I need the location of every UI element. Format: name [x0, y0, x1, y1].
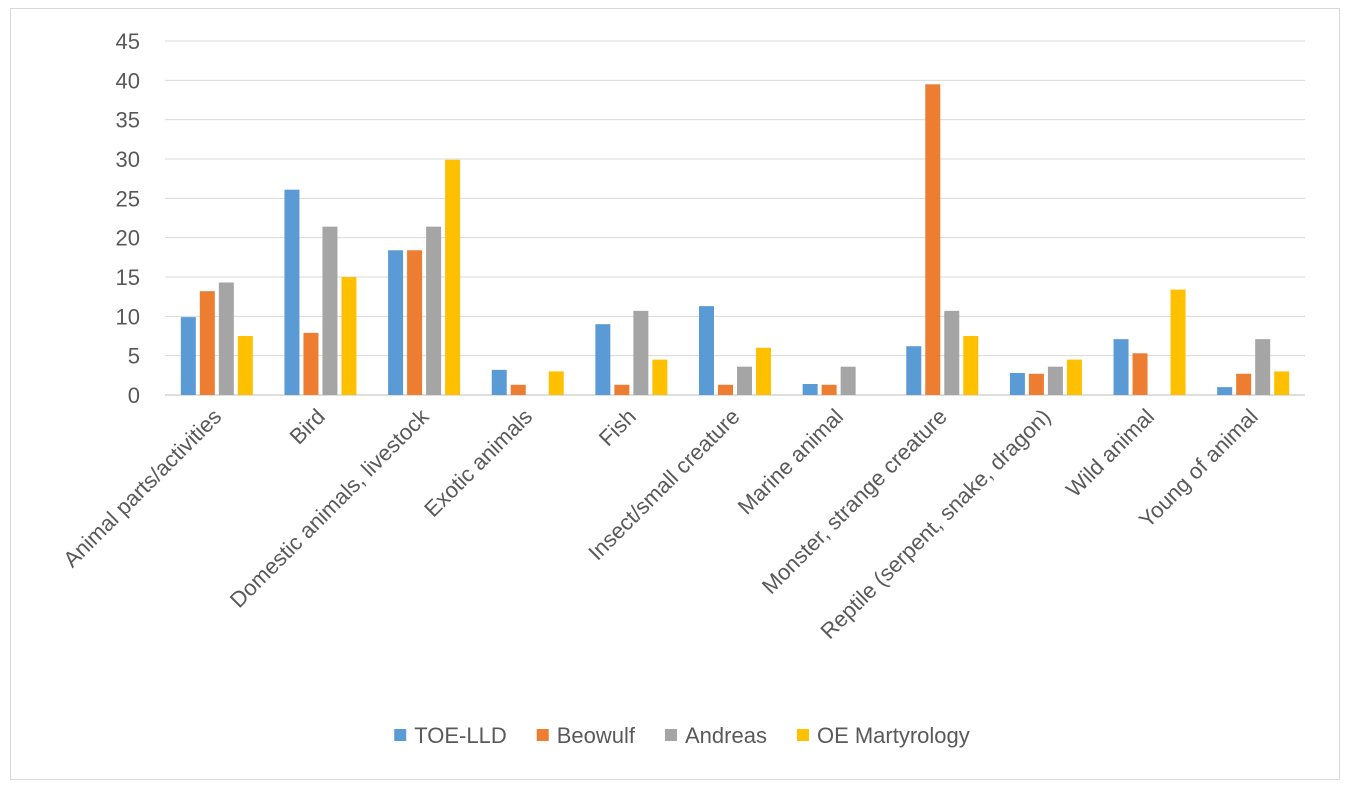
legend-label: Andreas	[685, 723, 767, 748]
bar	[925, 84, 941, 396]
bar	[199, 291, 215, 395]
bar	[963, 336, 979, 395]
bar	[699, 306, 714, 395]
x-category-label: Exotic animals	[419, 404, 537, 522]
bar	[756, 347, 771, 395]
y-tick-label: 40	[116, 68, 140, 93]
bar	[595, 324, 611, 395]
bar	[718, 384, 733, 395]
legend-swatch	[665, 729, 678, 741]
y-tick-label: 20	[116, 226, 140, 251]
legend: TOE-LLD Beowulf Andreas OE Martyrology	[394, 723, 970, 748]
x-category-label: Bird	[285, 404, 330, 449]
bar	[944, 310, 960, 395]
bar	[491, 369, 507, 395]
legend-label: TOE-LLD	[414, 723, 507, 748]
bar	[1170, 289, 1186, 395]
bar	[388, 250, 404, 395]
bar	[1066, 359, 1082, 395]
bar	[1274, 371, 1290, 395]
bar	[548, 371, 564, 395]
x-category-label: Monster, strange creature	[757, 404, 952, 599]
bars	[180, 84, 1290, 396]
y-tick-label: 5	[128, 344, 140, 369]
bar	[218, 282, 234, 395]
bar	[445, 159, 461, 395]
bar	[1009, 372, 1025, 395]
x-category-label: Reptile (serpent, snake, dragon)	[816, 404, 1056, 644]
y-tick-label: 35	[116, 108, 140, 133]
y-tick-label: 45	[116, 29, 140, 54]
bar	[180, 317, 196, 395]
legend-item: OE Martyrology	[796, 723, 970, 748]
bar	[652, 359, 668, 395]
bar	[1132, 353, 1148, 395]
legend-swatch	[394, 729, 407, 741]
bar	[1047, 366, 1063, 395]
x-category-label: Fish	[594, 404, 641, 451]
bar	[821, 384, 837, 395]
y-tick-label: 10	[116, 304, 140, 329]
bar	[407, 250, 423, 395]
legend-item: Beowulf	[536, 723, 636, 748]
bar	[303, 332, 319, 395]
y-tick-label: 25	[116, 186, 140, 211]
legend-label: OE Martyrology	[817, 723, 970, 748]
x-category-label: Domestic animals, livestock	[225, 403, 434, 612]
bar	[322, 226, 338, 395]
bar	[906, 346, 922, 395]
legend-swatch	[796, 729, 809, 741]
bar	[1217, 387, 1233, 395]
bar	[633, 310, 649, 395]
bar	[1028, 373, 1044, 395]
bar	[1255, 339, 1271, 395]
bar	[840, 366, 856, 395]
bar	[510, 384, 526, 395]
x-category-label: Animal parts/activities	[58, 404, 226, 572]
legend-item: TOE-LLD	[394, 723, 507, 748]
y-tick-label: 30	[116, 147, 140, 172]
x-category-label: Wild animal	[1061, 404, 1159, 502]
bar	[614, 384, 630, 395]
bar	[1236, 373, 1252, 395]
bar	[284, 189, 300, 395]
legend-swatch	[536, 729, 549, 741]
bar	[341, 277, 357, 395]
bar	[737, 366, 752, 395]
y-axis-ticks: 0 5 10 15 20 25 30 35 40 45	[116, 29, 140, 408]
bar	[1113, 339, 1129, 395]
x-category-label: Marine animal	[733, 404, 848, 519]
legend-item: Andreas	[665, 723, 767, 748]
bar	[802, 383, 818, 395]
legend-label: Beowulf	[557, 723, 636, 748]
y-tick-label: 0	[128, 383, 140, 408]
y-tick-label: 15	[116, 265, 140, 290]
bar	[426, 226, 442, 395]
bar	[237, 336, 253, 395]
